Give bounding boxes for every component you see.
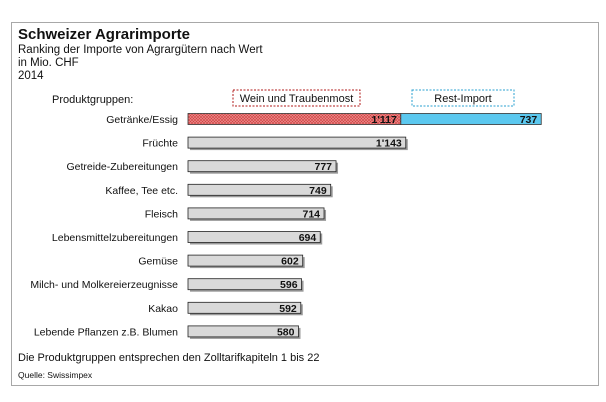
- bar-value-label: 694: [299, 232, 317, 244]
- category-label: Früchte: [142, 138, 178, 150]
- legend-label-wein: Wein und Traubenmost: [240, 93, 354, 105]
- bar: [187, 207, 325, 220]
- category-label: Kakao: [148, 303, 178, 315]
- chart-subtitle: Ranking der Importe von Agrargütern nach…: [18, 44, 263, 56]
- chart-title: Schweizer Agrarimporte: [18, 26, 190, 43]
- bar: [187, 136, 407, 149]
- category-label: Lebensmittelzubereitungen: [52, 232, 178, 244]
- bar-value-label: 714: [303, 208, 321, 220]
- bar-value-label: 580: [277, 326, 295, 338]
- bar: [187, 325, 299, 338]
- category-label: Fleisch: [145, 208, 178, 220]
- bar-value-label: 777: [315, 161, 333, 173]
- category-label: Gemüse: [138, 256, 178, 268]
- chart-frame: [11, 22, 599, 386]
- category-label: Milch- und Molkereierzeugnisse: [30, 279, 178, 291]
- bar: [187, 183, 332, 196]
- bar-segment-rest: [400, 113, 542, 125]
- category-header: Produktgruppen:: [52, 94, 133, 106]
- category-label: Getränke/Essig: [106, 114, 178, 126]
- category-label: Getreide-Zubereitungen: [67, 161, 179, 173]
- bar-value-label-wein: 1'117: [372, 114, 397, 126]
- bar: [187, 301, 302, 314]
- legend-label-rest: Rest-Import: [434, 93, 491, 105]
- bar: [187, 278, 302, 291]
- legend-box-wein: [232, 89, 361, 107]
- bar: [187, 254, 304, 267]
- legend-box-rest: [411, 89, 515, 107]
- bar-value-label: 749: [309, 185, 327, 197]
- bar-value-label-rest: 737: [520, 114, 538, 126]
- bar-value-label: 596: [280, 279, 298, 291]
- bar-value-label: 602: [281, 256, 299, 268]
- bar-segment-wein: [187, 113, 402, 125]
- bar: [187, 160, 337, 173]
- bar-value-label: 592: [279, 303, 297, 315]
- bar-value-label: 1'143: [376, 138, 402, 150]
- chart-unit: in Mio. CHF: [18, 57, 79, 69]
- chart-source: Quelle: Swissimpex: [18, 370, 93, 380]
- bar: [187, 231, 321, 243]
- category-label: Lebende Pflanzen z.B. Blumen: [34, 326, 178, 338]
- chart-footnote: Die Produktgruppen entsprechen den Zollt…: [18, 352, 320, 364]
- category-label: Kaffee, Tee etc.: [105, 185, 178, 197]
- chart-year: 2014: [18, 70, 44, 82]
